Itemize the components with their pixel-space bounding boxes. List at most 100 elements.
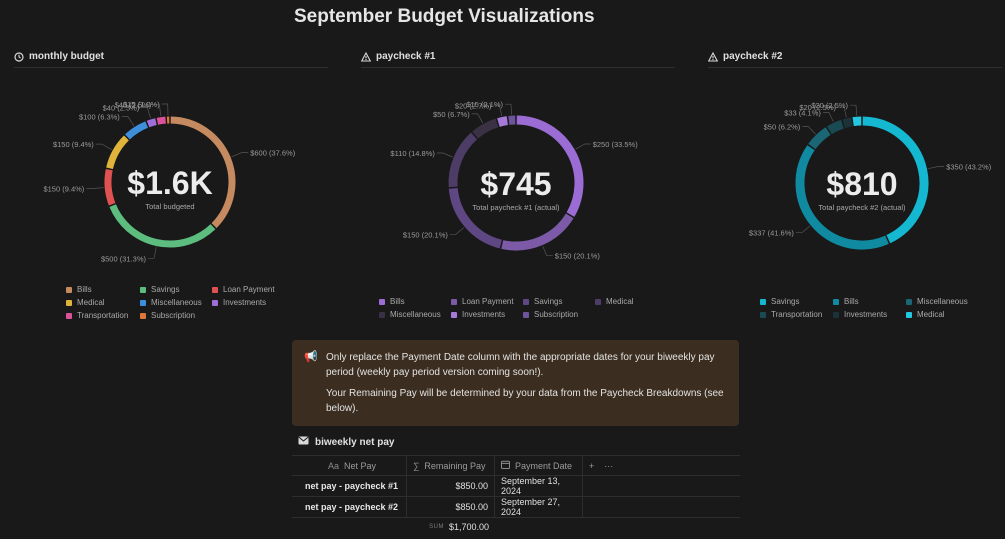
donut-slice-bills[interactable]	[170, 116, 236, 229]
legend-label: Loan Payment	[462, 297, 514, 306]
legend-swatch	[760, 311, 766, 318]
legend-label: Investments	[844, 310, 888, 319]
panel-header-monthly-budget[interactable]: monthly budget	[14, 50, 328, 68]
table-row[interactable]: net pay - paycheck #2 $850.00 September …	[292, 497, 740, 518]
legend-item[interactable]: Medical	[595, 297, 667, 306]
cell-empty	[583, 476, 623, 496]
donut-slice-investments[interactable]	[146, 118, 157, 128]
slice-leader-line	[471, 113, 484, 124]
legend-label: Miscellaneous	[151, 298, 202, 307]
legend-item[interactable]: Medical	[906, 310, 980, 319]
donut-slice-miscellaneous[interactable]	[808, 127, 831, 150]
legend-label: Medical	[606, 297, 634, 306]
legend-item[interactable]: Bills	[833, 297, 906, 306]
legend-item[interactable]: Transportation	[66, 311, 140, 320]
donut-chart-monthly-budget: $600 (37.6%) $500 (31.3%) $150 (9.4%) $150 …	[43, 100, 295, 263]
column-header-payment-date[interactable]: Payment Date	[495, 456, 583, 475]
cell-payment-date[interactable]: September 27, 2024	[495, 497, 583, 517]
total-caption: Total paycheck #1 (actual)	[472, 203, 560, 212]
donut-slice-bills[interactable]	[795, 145, 889, 250]
column-header-remaining-pay[interactable]: ∑ Remaining Pay	[407, 456, 495, 475]
column-actions: + ···	[583, 456, 623, 475]
panel-header-paycheck-2[interactable]: paycheck #2	[708, 50, 1002, 68]
legend-label: Bills	[77, 285, 92, 294]
donut-slice-savings[interactable]	[109, 204, 216, 248]
legend-item[interactable]: Transportation	[760, 310, 833, 319]
donut-slice-transportation[interactable]	[827, 119, 844, 135]
donut-slice-loan-payment[interactable]	[501, 213, 574, 251]
legend-paycheck-2: Savings Bills Miscellaneous Transportation I…	[760, 297, 980, 319]
legend-item[interactable]: Miscellaneous	[379, 310, 451, 319]
legend-item[interactable]: Savings	[760, 297, 833, 306]
legend-swatch	[906, 298, 912, 305]
legend-item[interactable]: Savings	[140, 285, 212, 294]
legend-item[interactable]: Loan Payment	[451, 297, 523, 306]
donut-slice-bills[interactable]	[516, 115, 584, 217]
sum-value: $1,700.00	[448, 522, 489, 532]
legend-swatch	[66, 312, 72, 319]
cell-remaining-pay[interactable]: $850.00	[407, 476, 495, 496]
legend-item[interactable]: Subscription	[140, 311, 212, 320]
legend-item[interactable]: Medical	[66, 298, 140, 307]
sum-cell[interactable]: SUM $1,700.00	[407, 518, 495, 536]
slice-label: $33 (4.1%)	[784, 108, 821, 117]
legend-swatch	[760, 298, 766, 305]
slice-leader-line	[575, 143, 591, 150]
legend-swatch	[595, 298, 601, 305]
legend-swatch	[66, 299, 72, 306]
slice-label: $100 (6.3%)	[79, 112, 120, 121]
envelope-icon	[298, 436, 309, 448]
cell-payment-date[interactable]: September 13, 2024	[495, 476, 583, 496]
plus-icon[interactable]: +	[589, 460, 595, 471]
panel-title: paycheck #2	[723, 51, 783, 62]
table-sum-row: SUM $1,700.00	[292, 518, 740, 536]
slice-leader-line	[802, 126, 816, 135]
net-pay-table: Aa Net Pay ∑ Remaining Pay Payment Date …	[292, 455, 740, 536]
cell-net-pay[interactable]: net pay - paycheck #2	[292, 497, 407, 517]
legend-swatch	[140, 286, 146, 293]
cell-net-pay[interactable]: net pay - paycheck #1	[292, 476, 407, 496]
donut-slice-miscellaneous[interactable]	[472, 118, 499, 139]
table-row[interactable]: net pay - paycheck #1 $850.00 September …	[292, 476, 740, 497]
slice-label: $50 (6.2%)	[764, 123, 801, 132]
donut-slice-savings[interactable]	[862, 116, 929, 244]
donut-slice-investments[interactable]	[842, 117, 853, 129]
donut-slice-savings[interactable]	[448, 187, 503, 249]
callout-text-2: Your Remaining Pay will be determined by…	[326, 388, 724, 414]
slice-leader-line	[153, 104, 162, 117]
slice-leader-line	[449, 227, 465, 235]
donut-slice-medical[interactable]	[448, 132, 478, 188]
legend-item[interactable]: Savings	[523, 297, 595, 306]
legend-swatch	[140, 299, 146, 306]
donut-slice-transportation[interactable]	[156, 116, 166, 125]
column-header-net-pay[interactable]: Aa Net Pay	[292, 456, 407, 475]
legend-item[interactable]: Loan Payment	[212, 285, 292, 294]
database-title[interactable]: biweekly net pay	[298, 436, 394, 448]
slice-leader-line	[141, 107, 151, 119]
more-options-icon[interactable]: ···	[604, 460, 614, 471]
sum-spacer	[292, 518, 407, 536]
legend-item[interactable]: Investments	[212, 298, 292, 307]
donut-slice-medical[interactable]	[852, 116, 862, 127]
slice-label: $150 (9.4%)	[53, 140, 94, 149]
total-value: $1.6K	[127, 165, 212, 201]
donut-slice-miscellaneous[interactable]	[125, 121, 149, 140]
legend-item[interactable]: Subscription	[523, 310, 595, 319]
slice-leader-line	[436, 152, 453, 158]
slice-label: $150 (20.1%)	[403, 230, 449, 239]
legend-item[interactable]: Investments	[833, 310, 906, 319]
cell-remaining-pay[interactable]: $850.00	[407, 497, 495, 517]
legend-item[interactable]: Miscellaneous	[906, 297, 980, 306]
legend-swatch	[212, 299, 218, 306]
donut-slice-investments[interactable]	[497, 116, 508, 127]
legend-item[interactable]: Bills	[66, 285, 140, 294]
legend-item[interactable]: Bills	[379, 297, 451, 306]
legend-item[interactable]: Investments	[451, 310, 523, 319]
legend-swatch	[833, 298, 839, 305]
legend-item[interactable]: Miscellaneous	[140, 298, 212, 307]
slice-label: $20 (2.5%)	[799, 103, 836, 112]
panel-header-paycheck-1[interactable]: paycheck #1	[361, 50, 675, 68]
donut-slice-medical[interactable]	[106, 135, 129, 170]
slice-label: $50 (6.7%)	[433, 110, 470, 119]
donut-slice-loan-payment[interactable]	[104, 169, 116, 206]
